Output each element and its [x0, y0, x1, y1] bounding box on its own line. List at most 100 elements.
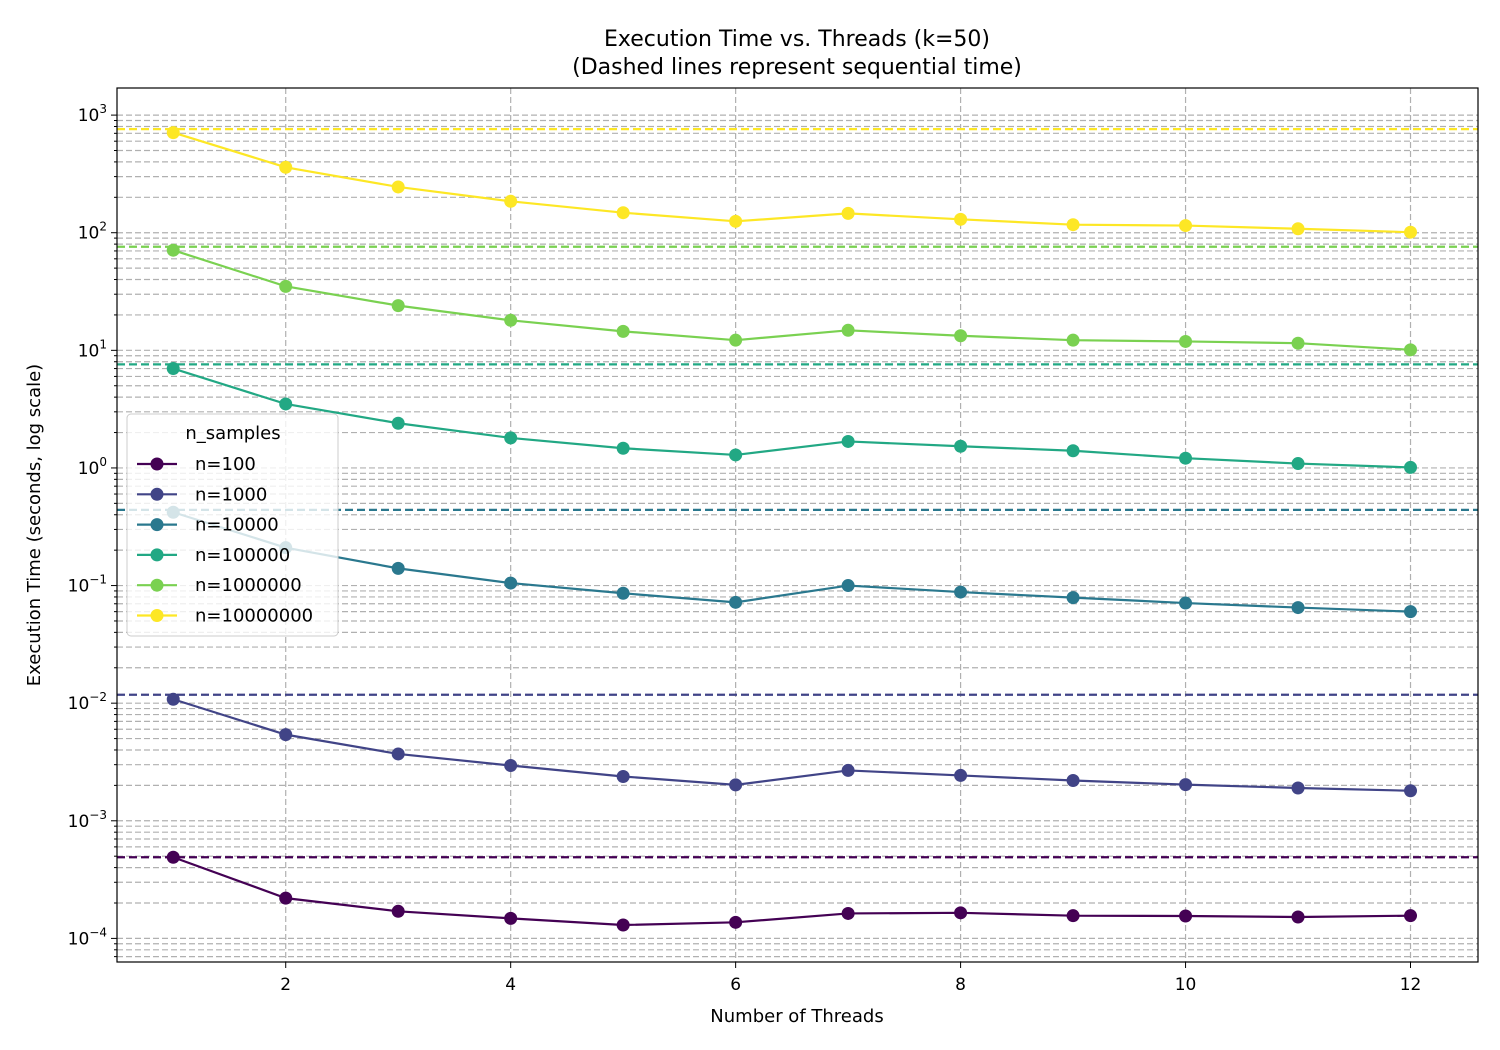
- chart-subtitle: (Dashed lines represent sequential time): [572, 55, 1022, 80]
- data-point: [841, 763, 855, 777]
- series-line: [172, 131, 1411, 234]
- data-point: [1291, 910, 1305, 924]
- legend-label: n=100: [195, 454, 256, 475]
- x-axis-label: Number of Threads: [710, 1006, 883, 1027]
- legend-title: n_samples: [185, 423, 280, 444]
- data-point: [1404, 784, 1418, 798]
- y-axis-label: Execution Time (seconds, log scale): [24, 364, 45, 686]
- data-point: [1404, 605, 1418, 619]
- series-group: [166, 126, 1418, 239]
- data-point: [279, 891, 293, 905]
- data-point: [1179, 334, 1193, 348]
- legend-label: n=1000: [195, 484, 267, 505]
- grid-layer: [117, 88, 1478, 962]
- data-point: [166, 126, 180, 140]
- series-group: [166, 692, 1418, 798]
- series-line: [172, 698, 1411, 792]
- data-point: [841, 906, 855, 920]
- data-point: [841, 323, 855, 337]
- data-point: [616, 441, 630, 455]
- y-tick-label: 100: [78, 455, 107, 479]
- data-point: [1404, 460, 1418, 474]
- data-point: [166, 362, 180, 376]
- plot-frame: [116, 87, 1479, 963]
- data-point: [391, 904, 405, 918]
- legend-label: n=1000000: [195, 575, 302, 596]
- y-tick-label: 102: [78, 220, 107, 244]
- series-line: [172, 511, 1411, 613]
- data-point: [504, 759, 518, 773]
- data-point: [391, 299, 405, 313]
- legend-marker: [150, 578, 164, 592]
- y-tick-label: 101: [78, 337, 107, 361]
- series-group: [166, 243, 1418, 357]
- legend-label: n=10000000: [195, 606, 313, 627]
- data-point: [1066, 218, 1080, 232]
- legend-marker: [150, 609, 164, 622]
- series-group: [166, 850, 1418, 932]
- y-tick-label: 10−4: [68, 925, 107, 949]
- data-point: [1291, 781, 1305, 795]
- data-point: [954, 906, 968, 920]
- legend-label: n=100000: [195, 545, 290, 566]
- tick-layer: 2 4 6 8 10 12 10−4 10−3 10−2 10−1 100 101 102 103: [68, 102, 1422, 995]
- data-point: [616, 769, 630, 783]
- data-point: [504, 431, 518, 445]
- data-point: [166, 692, 180, 706]
- data-point: [504, 313, 518, 327]
- sequential-lines-layer: [117, 128, 1478, 859]
- data-point: [166, 243, 180, 257]
- data-point: [1179, 451, 1193, 465]
- series-line: [172, 856, 1411, 927]
- legend-box: [126, 413, 339, 637]
- data-point: [504, 911, 518, 925]
- chart-title: Execution Time vs. Threads (k=50): [604, 27, 990, 52]
- data-point: [1291, 601, 1305, 615]
- data-point: [616, 206, 630, 220]
- data-point: [1066, 774, 1080, 788]
- data-point: [1066, 444, 1080, 458]
- series-line: [172, 249, 1411, 351]
- data-point: [1291, 336, 1305, 350]
- data-point: [954, 329, 968, 343]
- data-point: [1291, 222, 1305, 236]
- y-tick-label: 10−2: [68, 690, 107, 714]
- data-point: [391, 180, 405, 194]
- series-line: [172, 367, 1411, 469]
- data-point: [841, 434, 855, 448]
- data-point: [729, 448, 743, 462]
- data-point: [391, 416, 405, 430]
- data-point: [504, 576, 518, 590]
- legend-marker: [150, 518, 164, 532]
- x-tick-label: 10: [1175, 975, 1197, 995]
- data-point: [729, 333, 743, 347]
- data-point: [279, 728, 293, 742]
- data-point: [166, 850, 180, 864]
- y-tick-label: 10−1: [68, 573, 107, 597]
- data-point: [954, 585, 968, 599]
- data-point: [504, 194, 518, 208]
- x-tick-label: 6: [730, 975, 741, 995]
- data-point: [729, 214, 743, 228]
- y-tick-label: 103: [78, 102, 107, 126]
- legend: n_samples n=100 n=1000 n=10000 n=100000 n=100…: [126, 413, 339, 637]
- data-point: [279, 279, 293, 293]
- data-point: [279, 397, 293, 411]
- data-point: [1179, 596, 1193, 610]
- data-point: [1404, 909, 1418, 923]
- legend-marker: [150, 457, 164, 471]
- data-point: [841, 206, 855, 220]
- x-tick-label: 8: [955, 975, 966, 995]
- x-tick-label: 2: [280, 975, 291, 995]
- data-point: [616, 324, 630, 338]
- x-tick-label: 12: [1400, 975, 1422, 995]
- data-point: [729, 778, 743, 792]
- data-point: [391, 747, 405, 761]
- data-point: [1404, 225, 1418, 239]
- data-point: [1404, 343, 1418, 357]
- data-point: [954, 768, 968, 782]
- data-point: [1179, 909, 1193, 923]
- x-tick-label: 4: [505, 975, 516, 995]
